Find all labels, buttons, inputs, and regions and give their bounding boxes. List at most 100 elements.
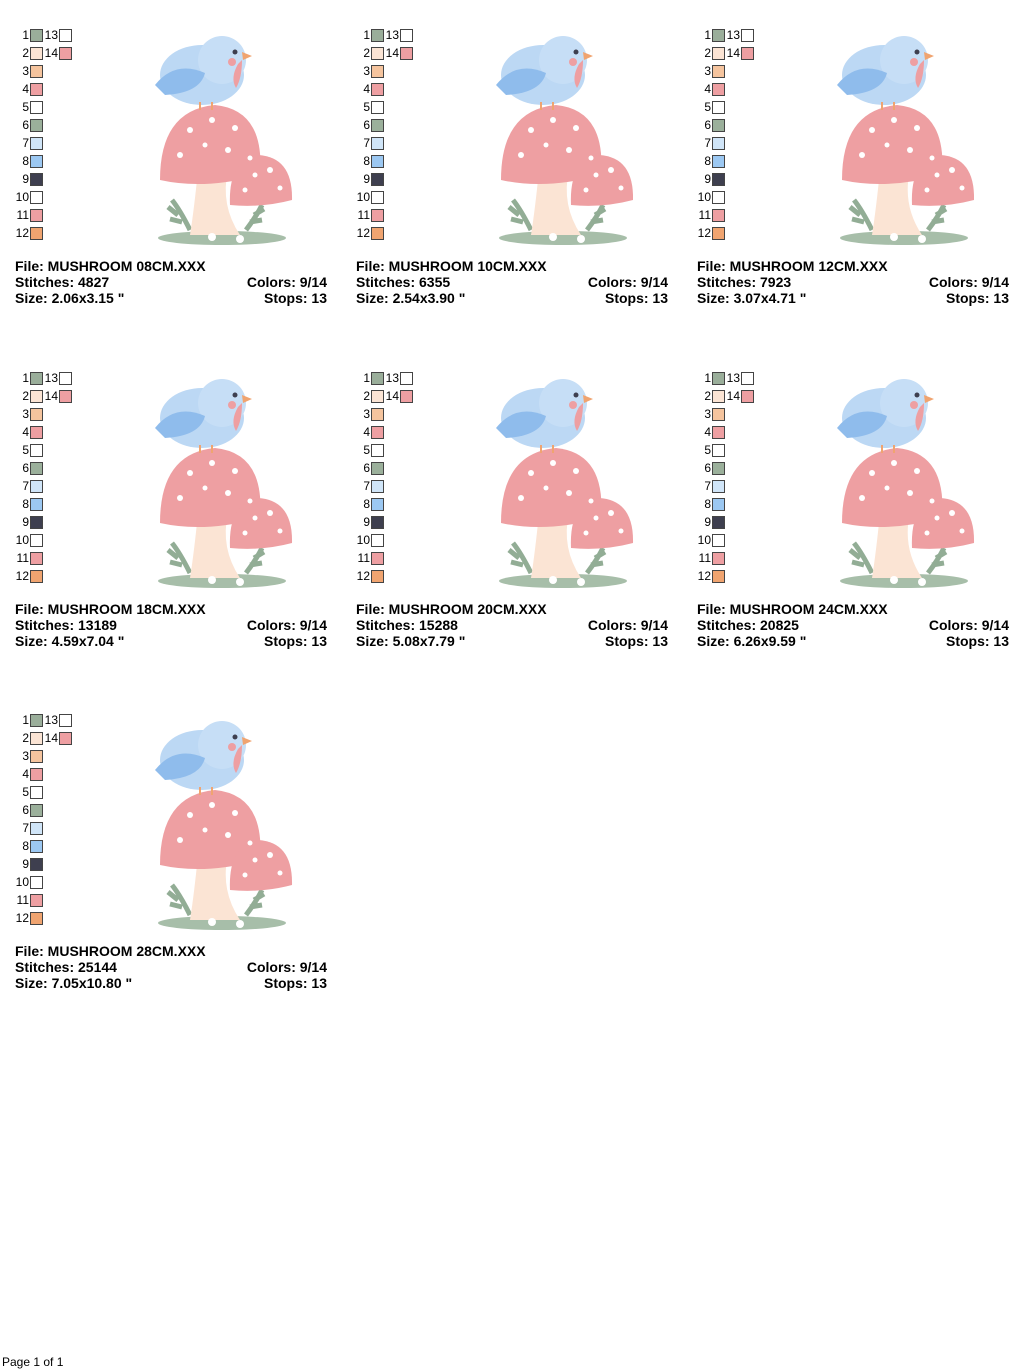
design-preview bbox=[150, 30, 295, 250]
thread-swatch bbox=[30, 371, 43, 385]
stops: Stops: 13 bbox=[263, 632, 327, 649]
thread-swatch bbox=[30, 497, 43, 511]
thread-number: 5 bbox=[363, 100, 370, 114]
thread-swatch bbox=[712, 371, 725, 385]
thread-swatch bbox=[371, 371, 384, 385]
thread-swatch bbox=[30, 714, 43, 727]
illustration bbox=[155, 36, 292, 245]
thread-number: 13 bbox=[385, 370, 399, 385]
thread-number: 10 bbox=[15, 875, 29, 889]
thread-swatch bbox=[371, 173, 384, 186]
size: Size: 3.07x4.71 " bbox=[697, 290, 807, 306]
stops: Stops: 13 bbox=[945, 290, 1009, 306]
thread-number: 8 bbox=[22, 496, 29, 511]
thread-number: 4 bbox=[22, 424, 29, 439]
thread-swatch bbox=[59, 389, 72, 403]
thread-number: 11 bbox=[16, 893, 29, 907]
illustration bbox=[496, 379, 633, 588]
file-name: File: MUSHROOM 28CM.XXX bbox=[15, 943, 206, 959]
stitches: Stitches: 13189 bbox=[15, 616, 117, 633]
thread-swatch bbox=[712, 209, 725, 222]
thread-swatch bbox=[30, 876, 43, 889]
thread-number: 14 bbox=[44, 731, 58, 745]
thread-swatch bbox=[712, 497, 725, 511]
thread-number: 7 bbox=[363, 478, 370, 493]
stitches: Stitches: 15288 bbox=[356, 616, 458, 633]
thread-swatch bbox=[712, 515, 725, 529]
thread-swatch bbox=[371, 101, 384, 114]
size: Size: 4.59x7.04 " bbox=[15, 632, 125, 649]
thread-number: 9 bbox=[363, 172, 370, 186]
colors: Colors: 9/14 bbox=[928, 274, 1009, 290]
thread-number: 10 bbox=[356, 532, 370, 547]
thread-number: 5 bbox=[22, 442, 29, 457]
thread-number: 3 bbox=[363, 64, 370, 78]
stops: Stops: 13 bbox=[263, 290, 327, 306]
design-preview bbox=[832, 30, 977, 250]
thread-number: 12 bbox=[697, 568, 711, 583]
thread-swatch bbox=[371, 569, 384, 583]
thread-swatch bbox=[371, 461, 384, 475]
thread-swatch bbox=[712, 425, 725, 439]
thread-number: 4 bbox=[704, 82, 711, 96]
thread-swatch bbox=[741, 389, 754, 403]
thread-number: 3 bbox=[22, 406, 29, 421]
thread-swatch bbox=[371, 551, 384, 565]
stops: Stops: 13 bbox=[263, 975, 327, 991]
thread-number: 3 bbox=[22, 64, 29, 78]
thread-number: 6 bbox=[704, 118, 711, 132]
design-preview bbox=[150, 373, 295, 593]
thread-swatch bbox=[371, 497, 384, 511]
thread-number: 13 bbox=[44, 713, 58, 727]
thread-number: 12 bbox=[697, 226, 711, 240]
thread-number: 4 bbox=[22, 82, 29, 96]
thread-swatch bbox=[30, 858, 43, 871]
thread-number: 2 bbox=[704, 388, 711, 403]
thread-swatch bbox=[30, 840, 43, 853]
thread-swatch bbox=[371, 533, 384, 547]
thread-number: 12 bbox=[356, 568, 370, 583]
thread-number: 12 bbox=[15, 911, 29, 925]
thread-number: 2 bbox=[363, 46, 370, 60]
thread-swatch bbox=[30, 479, 43, 493]
thread-swatch bbox=[371, 137, 384, 150]
thread-swatch bbox=[712, 29, 725, 42]
thread-swatch bbox=[371, 119, 384, 132]
thread-number: 9 bbox=[22, 857, 29, 871]
thread-swatch bbox=[741, 29, 754, 42]
thread-number: 5 bbox=[22, 100, 29, 114]
thread-swatch bbox=[30, 137, 43, 150]
thread-number: 11 bbox=[16, 208, 29, 222]
thread-number: 14 bbox=[44, 388, 58, 403]
thread-swatch bbox=[30, 732, 43, 745]
thread-number: 14 bbox=[44, 46, 58, 60]
thread-swatch bbox=[371, 209, 384, 222]
thread-number: 5 bbox=[704, 100, 711, 114]
thread-number: 13 bbox=[44, 370, 58, 385]
stops: Stops: 13 bbox=[945, 632, 1009, 649]
thread-swatch bbox=[30, 407, 43, 421]
thread-number: 1 bbox=[704, 28, 711, 42]
thread-number: 6 bbox=[22, 460, 29, 475]
thread-swatch bbox=[30, 119, 43, 132]
thread-swatch bbox=[30, 443, 43, 457]
stitches: Stitches: 4827 bbox=[15, 274, 110, 290]
thread-number: 2 bbox=[22, 731, 29, 745]
thread-number: 14 bbox=[385, 46, 399, 60]
thread-swatch bbox=[371, 407, 384, 421]
colors: Colors: 9/14 bbox=[246, 274, 327, 290]
stitches: Stitches: 25144 bbox=[15, 959, 117, 975]
thread-number: 7 bbox=[22, 478, 29, 493]
thread-swatch bbox=[371, 155, 384, 168]
thread-number: 5 bbox=[22, 785, 29, 799]
stitches: Stitches: 6355 bbox=[356, 274, 451, 290]
thread-number: 12 bbox=[15, 568, 29, 583]
thread-swatch bbox=[30, 65, 43, 78]
thread-number: 5 bbox=[363, 442, 370, 457]
thread-number: 14 bbox=[726, 388, 740, 403]
thread-number: 7 bbox=[22, 136, 29, 150]
thread-swatch bbox=[371, 389, 384, 403]
size: Size: 2.06x3.15 " bbox=[15, 290, 125, 306]
colors: Colors: 9/14 bbox=[587, 274, 668, 290]
thread-swatch bbox=[741, 371, 754, 385]
